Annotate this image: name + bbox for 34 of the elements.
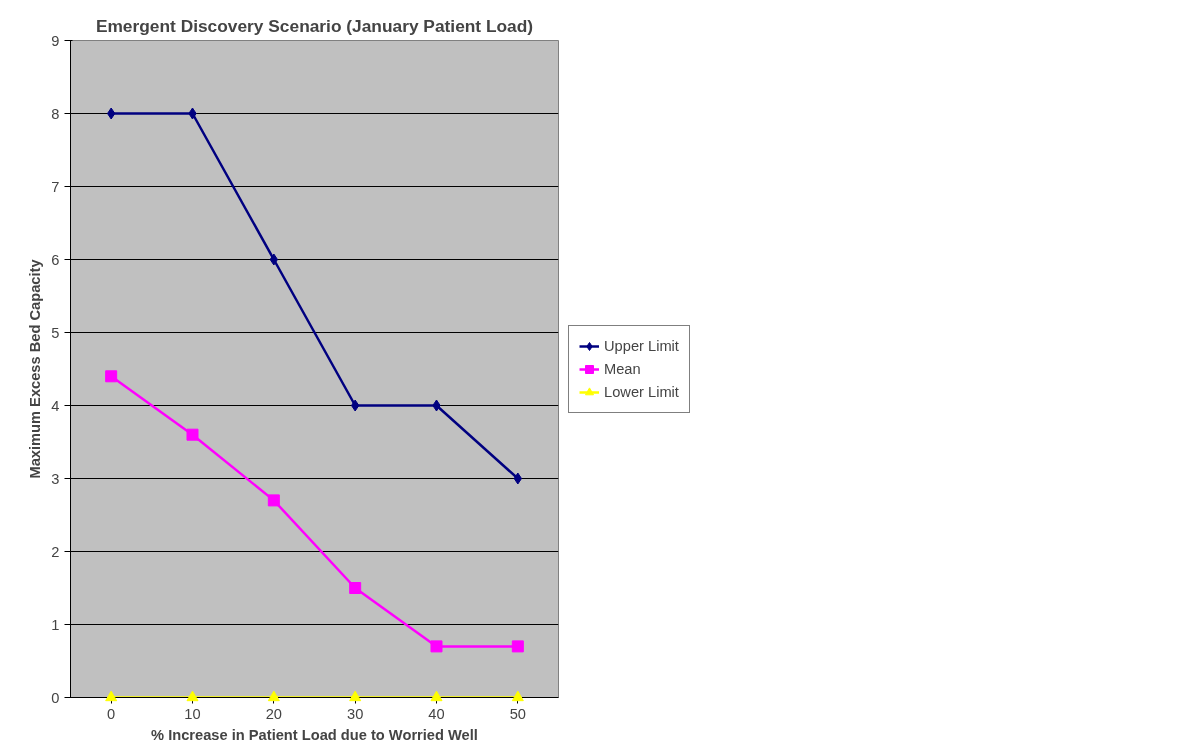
- point: [105, 370, 118, 383]
- x-tick-label: 0: [107, 705, 116, 722]
- y-axis-title: Maximum Excess Bed Capacity: [27, 258, 44, 479]
- point: [349, 690, 362, 702]
- y-tick-label: 3: [51, 470, 60, 487]
- y-tick-label: 5: [51, 324, 60, 341]
- y-tick-label: 0: [51, 689, 60, 706]
- point: [267, 690, 280, 702]
- point: [186, 428, 199, 441]
- x-tick-label: 10: [184, 705, 201, 722]
- legend-label: Mean: [604, 360, 641, 377]
- point: [430, 640, 443, 653]
- point: [430, 690, 443, 702]
- y-tick-label: 2: [51, 543, 60, 560]
- x-tick-label: 20: [265, 705, 282, 722]
- legend-label: Lower Limit: [604, 383, 679, 400]
- chart-title: Emergent Discovery Scenario (January Patient Load): [95, 15, 534, 36]
- x-tick-label: 30: [347, 705, 364, 722]
- legend-label: Upper Limit: [604, 337, 679, 354]
- point: [511, 640, 524, 653]
- point: [267, 494, 280, 507]
- y-tick-label: 6: [51, 251, 60, 268]
- y-tick-label: 4: [51, 397, 60, 414]
- x-tick-label: 40: [428, 705, 445, 722]
- point: [349, 582, 362, 594]
- point: [511, 690, 524, 702]
- point: [105, 690, 118, 702]
- y-tick-label: 9: [51, 32, 60, 49]
- y-tick-label: 1: [51, 616, 60, 633]
- y-tick-label: 7: [51, 178, 60, 195]
- y-tick-label: 8: [51, 105, 60, 122]
- x-tick-label: 50: [509, 705, 526, 722]
- point: [186, 690, 199, 702]
- x-axis-title: % Increase in Patient Load due to Worried Well: [151, 726, 478, 743]
